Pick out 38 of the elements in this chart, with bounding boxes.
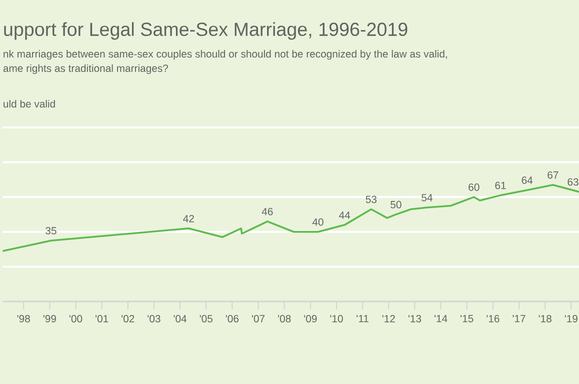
x-tick-label: '00	[70, 314, 82, 322]
data-label: 42	[183, 214, 194, 222]
x-tick-label: '15	[460, 314, 474, 322]
x-tick-label: '13	[408, 314, 422, 322]
data-label: 44	[339, 212, 350, 219]
x-tick-label: '05	[200, 314, 212, 322]
data-label: 64	[522, 176, 533, 184]
text: uld be valid	[4, 100, 55, 108]
data-label: 54	[422, 194, 432, 202]
x-tick-label: '19	[564, 314, 578, 322]
x-tick-label: '18	[538, 314, 552, 322]
x-tick-label: '14	[434, 314, 448, 322]
data-label: 63	[568, 178, 578, 186]
data-label: 35	[46, 226, 56, 234]
data-label: 67	[548, 171, 558, 179]
chart-title: upport for Legal Same-Sex Marriage, 1996-2019	[4, 22, 408, 40]
data-label: 61	[495, 182, 506, 190]
x-tick-label: '07	[252, 314, 265, 322]
x-tick-label: '12	[382, 314, 395, 322]
x-tick-label: '99	[43, 314, 56, 322]
x-tick-label: '11	[356, 314, 368, 322]
x-tick-label: '98	[17, 314, 30, 322]
x-tick-label: '16	[486, 314, 500, 322]
chart-subtitle: nk marriages between same-sex couples should or should not be recognized by the law as valid, ame rights as traditional marriages?	[3, 50, 447, 74]
x-tick-label: '10	[330, 314, 343, 322]
data-label: 60	[468, 183, 480, 191]
data-label: 40	[312, 218, 324, 226]
x-tick-label: '04	[174, 314, 187, 322]
x-tick-label: '08	[278, 314, 291, 322]
data-label: 53	[366, 196, 377, 204]
data-label: 50	[390, 200, 402, 208]
x-tick-label: '02	[122, 314, 134, 322]
x-tick-label: '17	[512, 314, 526, 322]
data-label: 46	[262, 208, 273, 216]
x-tick-label: '03	[148, 314, 160, 322]
x-tick-label: '01	[96, 314, 108, 322]
x-tick-label: '06	[226, 314, 239, 322]
x-tick-label: '09	[304, 314, 317, 322]
